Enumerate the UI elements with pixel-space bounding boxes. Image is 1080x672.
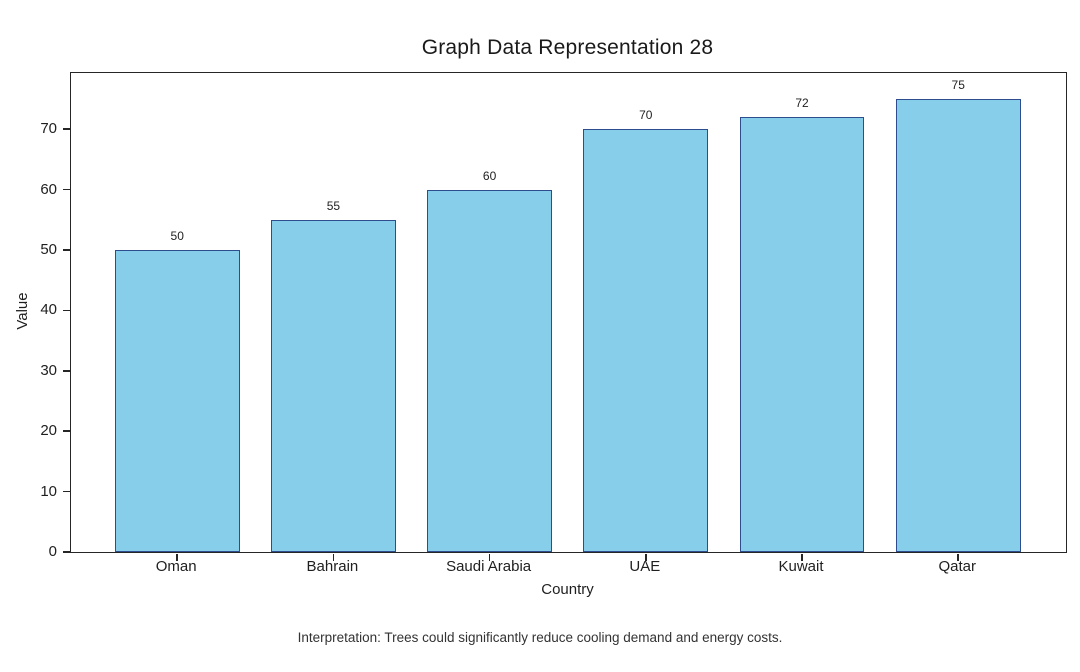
y-tick-label: 70 xyxy=(40,120,57,138)
plot-area: 50 55 60 70 72 75 0 10 20 30 40 50 60 70 xyxy=(40,72,1067,561)
bar-value-label: 55 xyxy=(326,198,341,213)
chart-title: Graph Data Representation 28 xyxy=(421,36,714,59)
bar-value-label: 50 xyxy=(170,228,184,243)
y-tick-mark xyxy=(62,490,70,493)
bar-value-label: 75 xyxy=(951,77,965,92)
x-tick-label: Qatar xyxy=(938,558,976,575)
y-tick-mark xyxy=(62,551,70,553)
y-tick-mark xyxy=(62,430,70,432)
x-tick-mark xyxy=(176,553,178,561)
y-tick-label: 50 xyxy=(40,240,57,258)
y-tick-label: 0 xyxy=(48,543,57,560)
x-tick-label: Kuwait xyxy=(778,558,824,575)
y-tick-label: 10 xyxy=(40,482,57,500)
x-tick-mark xyxy=(801,553,803,561)
y-tick-mark xyxy=(62,370,70,372)
bar-value-label: 72 xyxy=(795,96,809,111)
chart-caption: Interpretation: Trees could significantl… xyxy=(297,630,783,645)
y-tick-mark xyxy=(62,128,70,130)
bar-uae xyxy=(583,129,709,552)
y-tick-label: 60 xyxy=(40,180,57,198)
x-tick-label: Bahrain xyxy=(306,558,359,575)
y-tick-label: 30 xyxy=(40,361,57,379)
y-tick-label: 20 xyxy=(40,422,57,440)
x-tick-mark xyxy=(957,553,959,561)
bar-qatar xyxy=(895,98,1021,552)
x-tick-mark xyxy=(332,553,335,561)
y-tick-mark xyxy=(62,249,70,251)
x-tick-mark xyxy=(488,553,491,561)
bar-bahrain xyxy=(270,219,396,552)
x-tick-label: Oman xyxy=(155,558,197,575)
bar-value-label: 60 xyxy=(482,168,497,183)
x-tick-label: UAE xyxy=(629,558,661,575)
bar-kuwait xyxy=(739,117,865,552)
x-tick-mark xyxy=(645,553,647,561)
y-tick-mark xyxy=(62,309,70,312)
bar-oman xyxy=(114,249,240,552)
bar-value-label: 70 xyxy=(639,108,653,123)
bar-saudi-arabia xyxy=(427,189,553,552)
x-axis-label: Country xyxy=(541,581,594,598)
x-tick-label: Saudi Arabia xyxy=(446,558,532,575)
y-tick-mark xyxy=(62,188,70,191)
y-axis-label-text: Value xyxy=(14,292,31,330)
y-tick-label: 40 xyxy=(40,301,57,319)
